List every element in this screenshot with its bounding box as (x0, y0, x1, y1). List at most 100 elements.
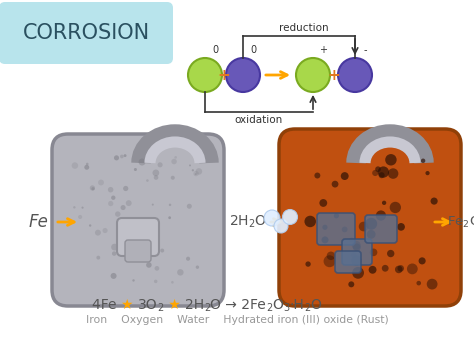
Circle shape (108, 201, 113, 206)
Text: 4Fe: 4Fe (92, 298, 121, 312)
Circle shape (321, 236, 328, 244)
Circle shape (407, 263, 418, 274)
Circle shape (332, 181, 338, 187)
Text: oxidation: oxidation (235, 115, 283, 125)
Circle shape (82, 207, 83, 209)
Text: 0: 0 (250, 45, 256, 55)
Circle shape (304, 216, 316, 227)
Circle shape (171, 176, 175, 180)
Circle shape (314, 173, 320, 179)
Circle shape (177, 269, 183, 275)
Circle shape (169, 204, 171, 206)
Text: O → 2Fe: O → 2Fe (210, 298, 266, 312)
Circle shape (84, 165, 89, 170)
Circle shape (154, 175, 158, 180)
Text: +: + (328, 67, 340, 82)
Text: 2H$_2$O: 2H$_2$O (229, 214, 267, 230)
Circle shape (171, 281, 174, 284)
Circle shape (120, 240, 127, 247)
Text: 2: 2 (266, 303, 272, 313)
Circle shape (378, 166, 389, 178)
Circle shape (341, 172, 349, 180)
Circle shape (382, 265, 389, 272)
Circle shape (155, 266, 159, 271)
Text: reduction: reduction (279, 23, 329, 33)
Text: 2H: 2H (185, 298, 204, 312)
Circle shape (110, 273, 117, 279)
Text: ·H: ·H (289, 298, 304, 312)
Text: O: O (310, 298, 321, 312)
Circle shape (387, 250, 394, 257)
Circle shape (115, 211, 120, 217)
Circle shape (382, 201, 386, 205)
Circle shape (153, 170, 159, 176)
Circle shape (376, 211, 386, 220)
Text: 2: 2 (157, 303, 164, 313)
Circle shape (98, 180, 104, 185)
Circle shape (86, 163, 89, 165)
Circle shape (146, 179, 149, 182)
Text: 3O: 3O (138, 298, 157, 312)
Circle shape (125, 228, 130, 232)
Circle shape (365, 218, 377, 230)
Circle shape (189, 164, 191, 166)
Circle shape (296, 58, 330, 92)
Circle shape (123, 186, 128, 191)
Circle shape (89, 224, 91, 227)
Circle shape (375, 166, 381, 172)
Circle shape (430, 197, 438, 205)
Circle shape (352, 241, 361, 250)
Circle shape (186, 257, 190, 261)
Circle shape (274, 219, 288, 233)
Circle shape (118, 240, 121, 243)
Circle shape (72, 162, 78, 169)
Circle shape (398, 265, 404, 272)
Circle shape (264, 210, 280, 226)
Circle shape (334, 213, 339, 218)
Circle shape (73, 206, 75, 208)
FancyBboxPatch shape (125, 240, 151, 262)
FancyBboxPatch shape (279, 129, 461, 306)
Circle shape (421, 159, 425, 163)
Circle shape (174, 156, 177, 159)
Text: Fe: Fe (28, 213, 48, 231)
Circle shape (379, 172, 384, 178)
Circle shape (154, 219, 159, 223)
Text: CORROSION: CORROSION (22, 23, 150, 43)
Circle shape (137, 239, 143, 245)
Circle shape (349, 237, 354, 242)
Circle shape (142, 219, 148, 225)
Circle shape (154, 280, 157, 283)
Circle shape (152, 203, 154, 206)
Circle shape (419, 257, 426, 264)
Circle shape (359, 222, 368, 231)
Circle shape (195, 173, 197, 175)
Circle shape (157, 162, 163, 168)
Text: +: + (319, 45, 327, 55)
Circle shape (353, 244, 361, 251)
Circle shape (91, 187, 95, 190)
Circle shape (352, 267, 364, 279)
Circle shape (370, 248, 377, 256)
Circle shape (342, 226, 347, 232)
Circle shape (369, 266, 376, 274)
Circle shape (196, 266, 199, 269)
Circle shape (78, 215, 82, 219)
Circle shape (226, 58, 260, 92)
Text: Fe$_2$O$_3$: Fe$_2$O$_3$ (447, 214, 474, 230)
FancyBboxPatch shape (365, 215, 397, 243)
Circle shape (283, 209, 298, 224)
Circle shape (126, 200, 132, 206)
Circle shape (146, 262, 152, 268)
Circle shape (351, 256, 362, 266)
Circle shape (96, 256, 100, 260)
Text: O: O (272, 298, 283, 312)
Circle shape (102, 228, 108, 233)
Circle shape (367, 230, 375, 239)
FancyBboxPatch shape (335, 251, 361, 273)
FancyBboxPatch shape (342, 239, 372, 265)
Circle shape (427, 279, 438, 290)
Text: ★: ★ (121, 298, 138, 312)
Circle shape (124, 154, 127, 157)
Circle shape (137, 246, 141, 250)
